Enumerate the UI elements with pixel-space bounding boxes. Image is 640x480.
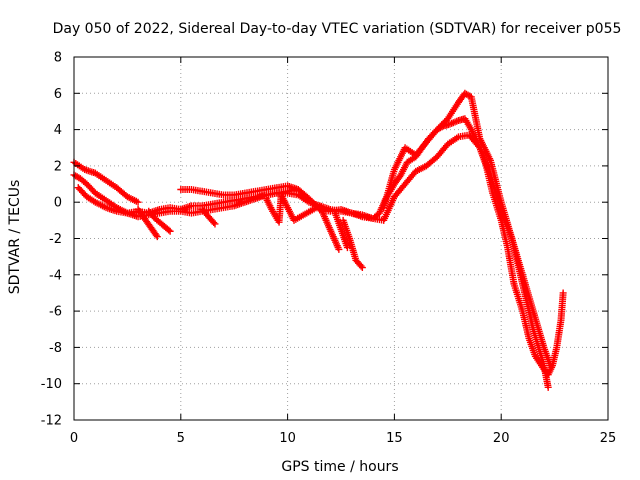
y-tick-label: 4 <box>54 123 62 138</box>
y-tick-label: -10 <box>41 377 62 392</box>
data-point <box>435 124 443 132</box>
y-tick-label: -4 <box>49 268 62 283</box>
y-tick-label: 6 <box>54 87 62 102</box>
data-point <box>165 226 173 234</box>
data-point <box>433 126 441 134</box>
data-point <box>210 219 218 227</box>
data-point <box>544 383 552 391</box>
data-point <box>439 119 447 127</box>
x-axis-title: GPS time / hours <box>281 459 398 475</box>
y-tick-label: 2 <box>54 159 62 174</box>
series-2 <box>74 131 554 370</box>
data-point <box>441 118 449 126</box>
data-point <box>358 264 366 272</box>
x-tick-label: 0 <box>70 431 78 446</box>
series-3 <box>134 191 366 272</box>
data-point <box>153 233 161 241</box>
data-point <box>166 227 174 235</box>
y-tick-label: 0 <box>54 196 62 211</box>
series-0 <box>70 115 567 379</box>
data-point <box>546 362 554 370</box>
axis-ticks: 0 5 10 15 20 25 -12 -10 -8 -6 -4 -2 0 2 4 6 8 <box>41 51 617 447</box>
x-tick-label: 25 <box>600 431 617 446</box>
y-tick-label: 8 <box>54 51 62 66</box>
x-tick-label: 15 <box>386 431 403 446</box>
x-tick-label: 20 <box>493 431 510 446</box>
series-1 <box>70 89 552 391</box>
y-tick-label: -2 <box>49 232 62 247</box>
data-point <box>335 245 343 253</box>
data-point <box>357 262 365 270</box>
y-tick-label: -6 <box>49 305 62 320</box>
data-series <box>70 89 567 391</box>
data-point <box>475 142 483 150</box>
y-tick-label: -12 <box>41 414 62 429</box>
data-point <box>436 122 444 130</box>
data-point <box>134 198 142 206</box>
data-point <box>211 220 219 228</box>
data-point <box>559 289 567 297</box>
y-tick-label: -8 <box>49 341 62 356</box>
x-tick-label: 5 <box>177 431 185 446</box>
data-point <box>343 244 351 252</box>
y-axis-title: SDTVAR / TECUs <box>7 180 23 295</box>
chart-title: Day 050 of 2022, Sidereal Day-to-day VTE… <box>53 21 622 37</box>
data-point <box>438 121 446 129</box>
data-point <box>152 231 160 239</box>
grid-lines <box>74 57 608 420</box>
x-tick-label: 10 <box>279 431 296 446</box>
